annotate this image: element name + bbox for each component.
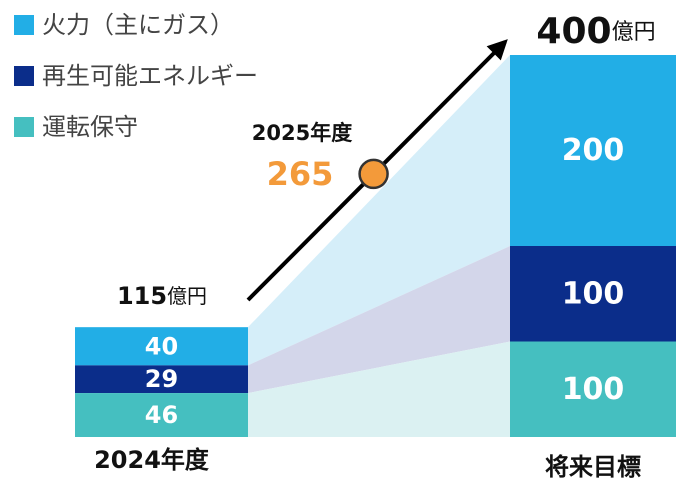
total-unit: 億円 bbox=[612, 20, 656, 45]
legend-label: 運転保守 bbox=[42, 113, 138, 141]
connector bbox=[248, 341, 510, 437]
data-label: 100 bbox=[562, 276, 625, 311]
connector bbox=[248, 55, 510, 366]
total-value: 115 bbox=[117, 282, 167, 310]
data-label: 200 bbox=[562, 133, 625, 168]
data-label: 100 bbox=[562, 372, 625, 407]
bar-segment bbox=[75, 327, 248, 366]
legend-swatch bbox=[14, 66, 34, 86]
data-label: 29 bbox=[145, 365, 178, 393]
legend-swatch bbox=[14, 15, 34, 35]
legend-label: 火力（主にガス） bbox=[42, 11, 234, 39]
annotation-value: 265 bbox=[267, 155, 334, 193]
data-label: 46 bbox=[145, 401, 178, 429]
data-label: 40 bbox=[145, 332, 178, 360]
connector bbox=[248, 246, 510, 394]
total-label: 400億円 bbox=[536, 11, 655, 52]
bar-segment bbox=[510, 55, 676, 246]
x-tick-label: 2024年度 bbox=[94, 446, 210, 474]
annotation-marker bbox=[358, 158, 389, 190]
legend-swatch bbox=[14, 117, 34, 137]
bar-segment bbox=[510, 246, 676, 342]
total-label: 115億円 bbox=[117, 282, 207, 310]
bar-segment bbox=[510, 341, 676, 437]
annotation-label: 2025年度 bbox=[252, 121, 352, 145]
total-unit: 億円 bbox=[167, 284, 207, 308]
x-tick-label: 将来目標 bbox=[545, 453, 641, 481]
legend-label: 再生可能エネルギー bbox=[42, 62, 258, 90]
total-value: 400 bbox=[536, 11, 611, 52]
bar-segment bbox=[75, 365, 248, 394]
bar-segment bbox=[75, 393, 248, 437]
